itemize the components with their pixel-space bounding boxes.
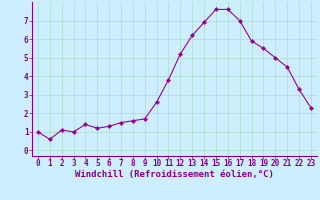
X-axis label: Windchill (Refroidissement éolien,°C): Windchill (Refroidissement éolien,°C) [75, 170, 274, 179]
